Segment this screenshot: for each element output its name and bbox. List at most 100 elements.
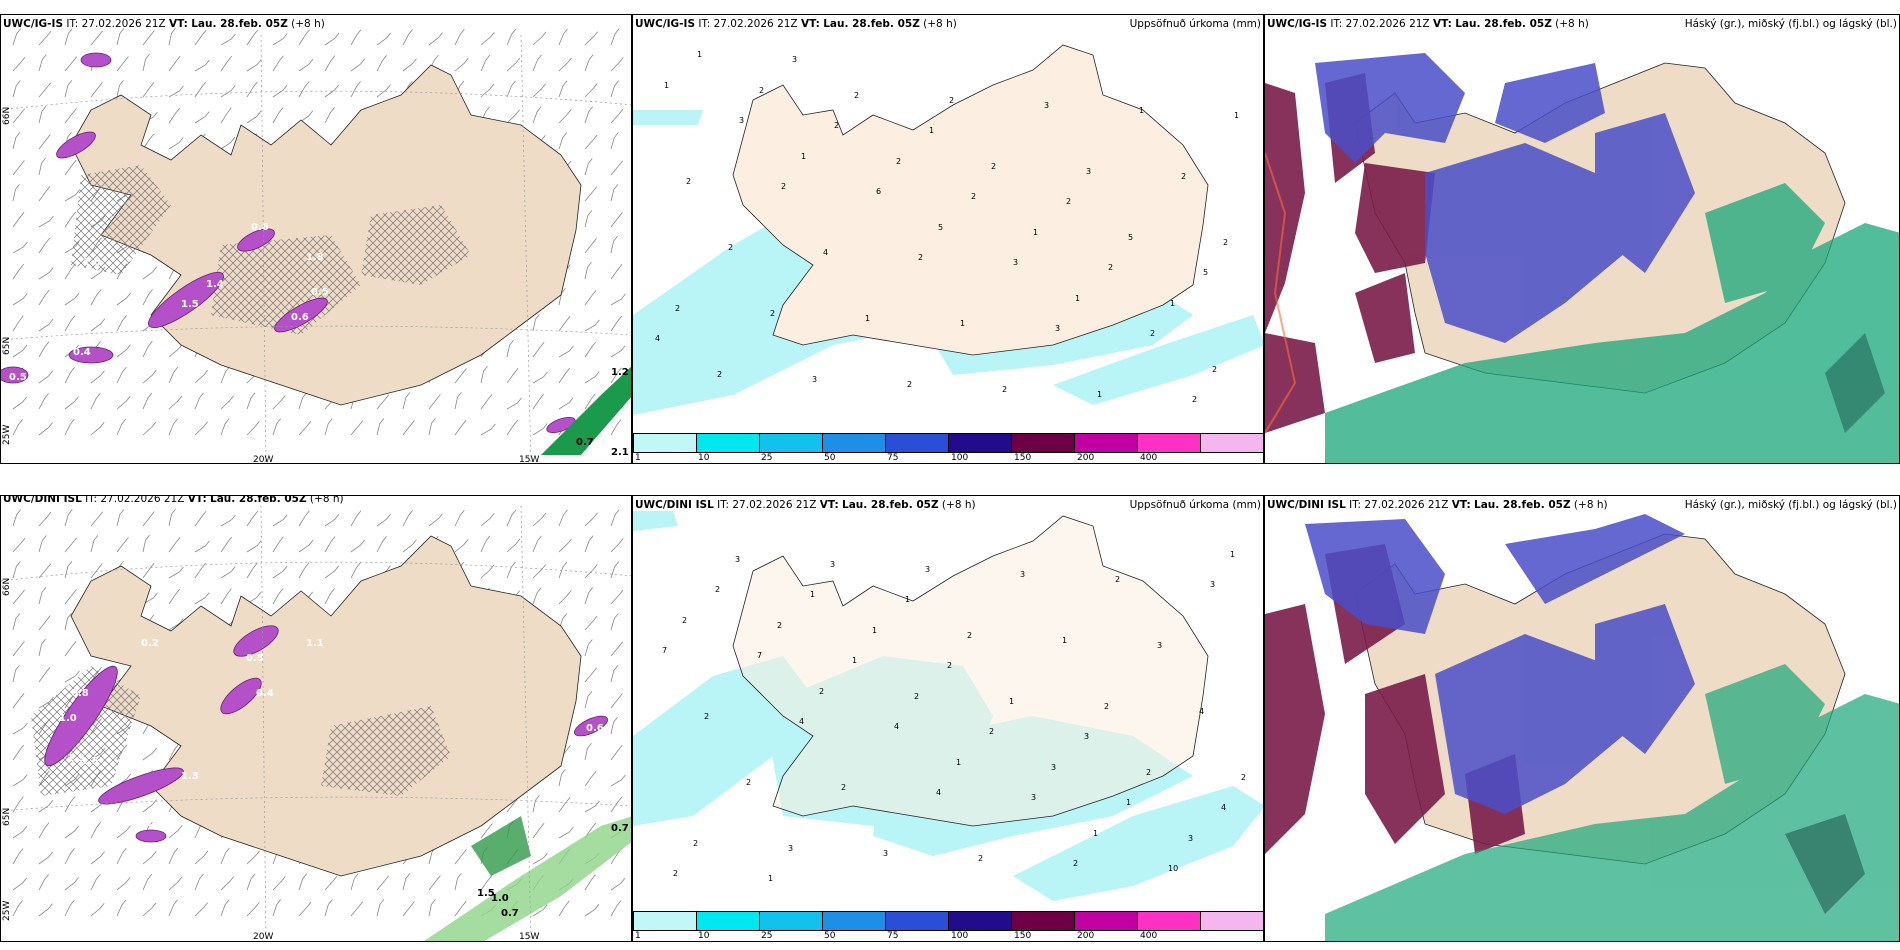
wind-value: 0.4 <box>256 688 274 699</box>
wind-value: 1.1 <box>306 638 324 649</box>
precip-value: 7 <box>662 646 667 655</box>
wind-barb <box>220 847 230 865</box>
wind-barb <box>142 392 153 410</box>
wind-barb <box>12 613 21 631</box>
panel-header: UWC/IG-IS IT: 27.02.2026 21Z VT: Lau. 28… <box>635 18 1261 30</box>
precip-value: 1 <box>1093 829 1098 838</box>
wind-barb <box>12 722 28 735</box>
wind-barb <box>272 514 288 527</box>
precip-value: 5 <box>1128 233 1133 242</box>
wind-barb <box>38 186 51 202</box>
wind-barb <box>168 85 184 98</box>
wind-barb <box>610 28 620 46</box>
wind-barb <box>116 344 131 358</box>
wind-barb <box>142 902 157 917</box>
wind-barb <box>38 511 52 527</box>
precip-value: 1 <box>872 626 877 635</box>
precip-value: 2 <box>704 712 709 721</box>
precip-value: 2 <box>1115 575 1120 584</box>
wind-barb <box>38 615 51 631</box>
precip-map: 2 2 1 1 1 2 2 3 3 3 1 1 2 2 3 2 2 2 3 3 1 4 2 3 3 3 2 2 2 2 7 4 4 2 3 7 4 3 10… <box>633 511 1263 901</box>
wind-value: 0.5 <box>311 287 329 298</box>
wind-barb <box>12 665 20 683</box>
wind-barb <box>168 366 179 384</box>
wind-barb <box>220 33 236 46</box>
wind-barb <box>480 875 493 891</box>
panel-header: UWC/DINI ISL IT: 27.02.2026 21Z VT: Lau.… <box>3 495 344 505</box>
wind-barb <box>64 561 73 579</box>
wind-value: 0.6 <box>586 723 604 734</box>
precip-value: 2 <box>971 192 976 201</box>
wind-barb <box>376 875 390 891</box>
wind-barb <box>610 160 624 176</box>
wind-barb <box>584 210 593 228</box>
wind-barb <box>298 540 314 553</box>
wind-barb <box>64 28 73 46</box>
hatch-area <box>71 165 171 275</box>
wind-barb <box>506 538 521 553</box>
wind-barb <box>506 561 516 579</box>
precip-value: 7 <box>757 651 762 660</box>
wind-barb <box>454 509 465 527</box>
wind-barb <box>220 876 234 891</box>
wind-barb <box>428 513 443 527</box>
wind-barb <box>142 511 155 527</box>
wind-barb <box>246 540 262 553</box>
precip-value: 2 <box>991 162 996 171</box>
wind-barb <box>12 184 20 202</box>
wind-value: 1.5 <box>181 299 199 310</box>
wind-barb <box>142 799 157 813</box>
wind-barb <box>194 540 210 553</box>
wind-barb <box>610 80 620 98</box>
wind-barb <box>168 137 184 150</box>
wind-barb <box>324 55 336 72</box>
wind-barb <box>584 83 598 98</box>
precip-value: 3 <box>1020 570 1025 579</box>
colorbar-segment <box>949 912 1012 930</box>
wind-barb <box>298 901 312 917</box>
wind-value: 0.2 <box>141 638 159 649</box>
green-band <box>541 366 631 455</box>
colorbar-segment <box>1012 434 1075 452</box>
wind-barb <box>558 109 572 124</box>
wind-barb <box>38 393 49 410</box>
panel-wind-row2: UWC/DINI ISL IT: 27.02.2026 21Z VT: Lau.… <box>0 495 632 942</box>
wind-barb <box>12 28 22 46</box>
wind-barb <box>480 513 495 527</box>
precip-value: 2 <box>746 778 751 787</box>
wind-barb <box>142 851 157 865</box>
wind-barb <box>428 394 441 410</box>
wind-barb <box>246 873 256 891</box>
wind-barb <box>428 899 436 917</box>
wind-barb <box>38 54 47 72</box>
wind-barb <box>610 745 623 761</box>
wind-barb <box>142 266 158 280</box>
cloud-map <box>1265 33 1899 463</box>
wind-barb <box>142 535 150 553</box>
wind-barb <box>532 795 540 813</box>
wind-barb <box>64 877 79 891</box>
wind-barb <box>610 57 624 72</box>
wind-barb <box>376 55 387 72</box>
wind-barb <box>64 825 80 839</box>
precip-area <box>1013 786 1263 901</box>
precip-value: 4 <box>936 788 941 797</box>
wind-barb <box>454 392 462 410</box>
wind-barb <box>480 423 496 436</box>
wind-barb <box>142 873 153 891</box>
wind-barb <box>610 509 620 527</box>
wind-barb <box>142 82 155 98</box>
wind-barb <box>12 693 25 709</box>
wind-barb <box>454 849 467 865</box>
wind-barb <box>584 262 592 280</box>
wind-barb <box>480 823 493 839</box>
wind-barb <box>428 418 436 436</box>
wind-barb <box>38 422 53 436</box>
precip-value: 2 <box>1241 773 1246 782</box>
hatch-area <box>361 205 471 285</box>
wind-barb <box>610 561 620 579</box>
precip-value: 3 <box>1051 763 1056 772</box>
wind-barb <box>610 641 624 657</box>
cloud-mid <box>1315 53 1695 343</box>
wind-barb <box>168 618 184 631</box>
